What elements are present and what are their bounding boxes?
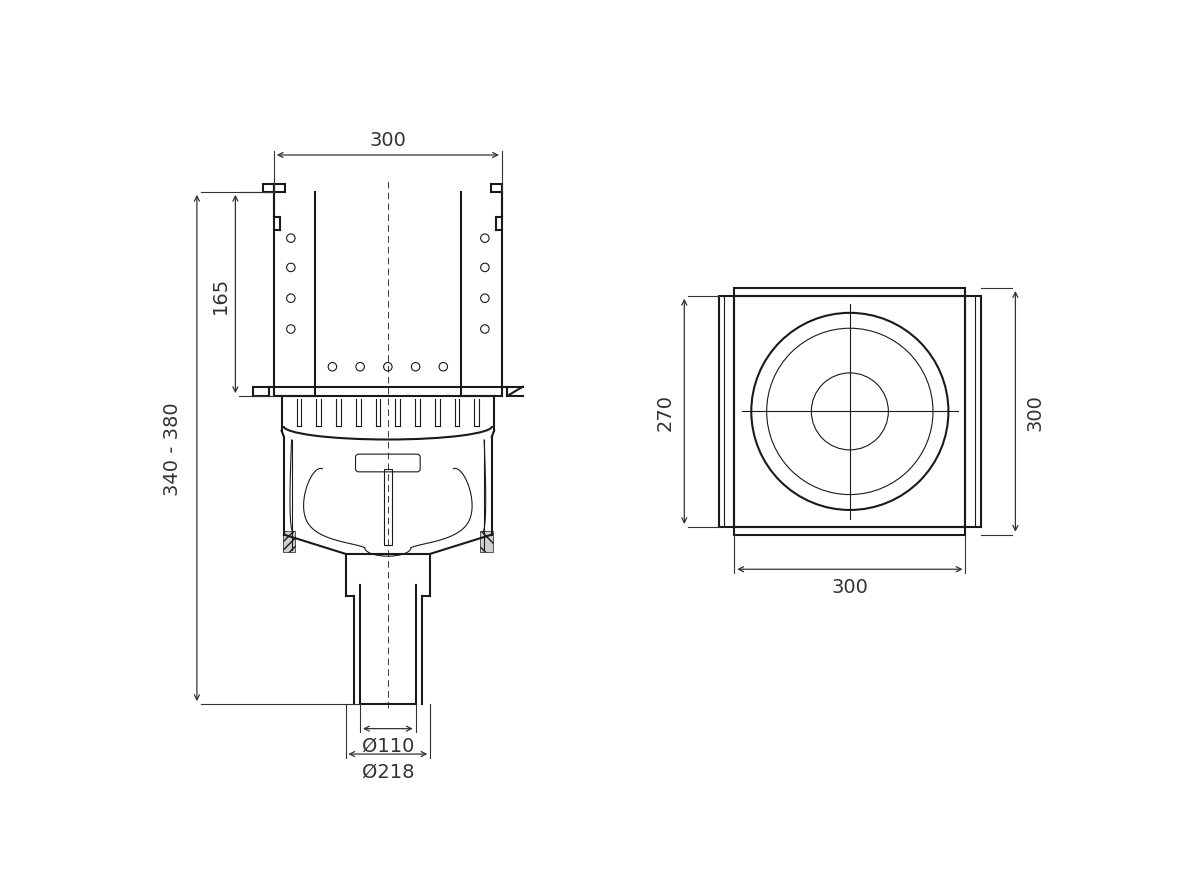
Bar xyxy=(719,296,734,527)
Bar xyxy=(480,531,492,553)
Text: 300: 300 xyxy=(1025,394,1044,430)
Text: 300: 300 xyxy=(832,577,869,596)
Text: Ø110: Ø110 xyxy=(361,736,414,755)
Text: 300: 300 xyxy=(370,131,407,150)
Bar xyxy=(283,531,295,553)
Bar xyxy=(965,296,980,527)
Bar xyxy=(274,185,284,193)
Bar xyxy=(263,185,274,193)
Bar xyxy=(734,289,965,296)
Bar xyxy=(491,185,502,193)
Bar xyxy=(734,296,965,527)
Text: 270: 270 xyxy=(655,394,674,430)
Text: 340 - 380: 340 - 380 xyxy=(163,401,181,495)
Text: 165: 165 xyxy=(210,276,229,313)
Bar xyxy=(734,527,965,535)
Text: Ø218: Ø218 xyxy=(361,761,414,780)
Bar xyxy=(384,469,392,545)
